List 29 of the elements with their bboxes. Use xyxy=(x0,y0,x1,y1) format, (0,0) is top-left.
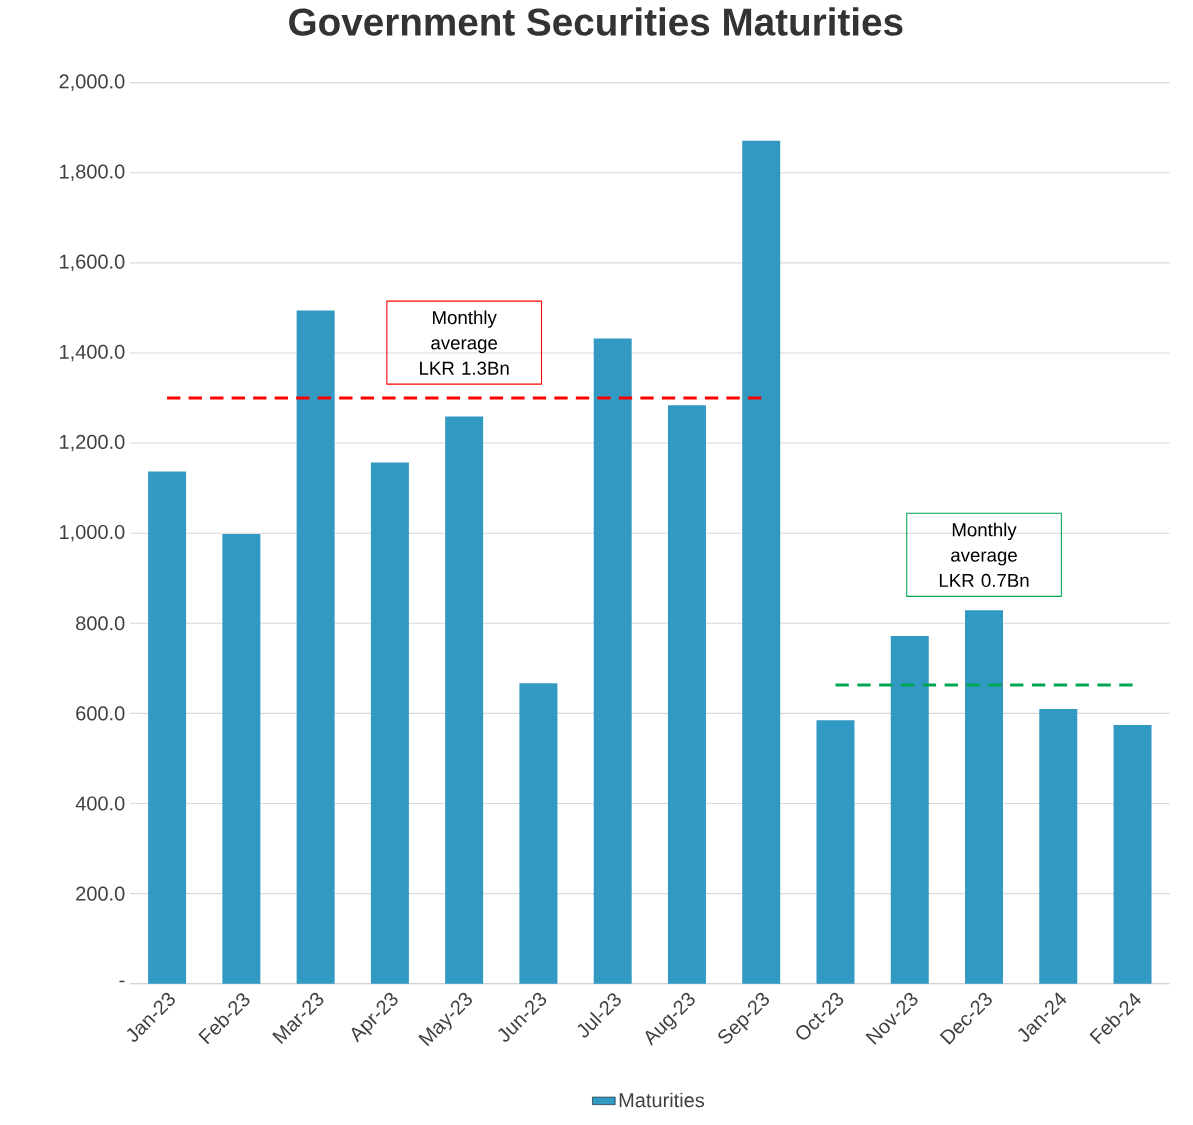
chart-title: Government Securities Maturities xyxy=(289,7,903,36)
y-tick-label: 400.0 xyxy=(75,796,125,811)
y-tick-label: 1,000.0 xyxy=(60,524,125,542)
bar xyxy=(222,534,261,984)
y-tick-label: 1,400.0 xyxy=(60,344,125,362)
bar xyxy=(965,610,1004,984)
y-tick-label: 800.0 xyxy=(76,616,125,631)
bar xyxy=(296,310,335,984)
y-tick-label: 1,800.0 xyxy=(60,164,125,181)
y-tick-label: 2,000.0 xyxy=(59,74,125,91)
y-tick-label: - xyxy=(119,980,125,983)
annotation: Monthly average LKR 0.7Bn xyxy=(939,522,1029,588)
annotation: Monthly average LKR 1.3Bn xyxy=(420,310,509,375)
bar xyxy=(445,416,484,984)
y-tick-label: 1,600.0 xyxy=(60,254,125,272)
y-tick-label: 1,200.0 xyxy=(60,434,125,452)
bar xyxy=(370,462,409,984)
bar xyxy=(816,720,855,984)
bar xyxy=(742,140,781,984)
bar xyxy=(519,683,558,984)
legend-label: Maturities xyxy=(619,1092,705,1108)
bar xyxy=(667,405,706,984)
bar xyxy=(1113,725,1152,984)
bar xyxy=(1039,708,1078,984)
bar xyxy=(890,635,929,984)
y-tick-label: 600.0 xyxy=(76,706,125,721)
y-tick-label: 200.0 xyxy=(76,886,125,901)
bar xyxy=(148,471,187,984)
bar xyxy=(593,338,632,984)
